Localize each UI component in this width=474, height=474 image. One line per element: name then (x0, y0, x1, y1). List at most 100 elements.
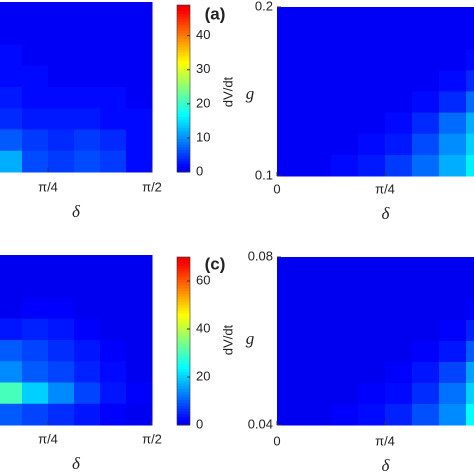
colorbar-step (177, 413, 190, 418)
heat-cell (304, 404, 332, 426)
heat-cell (331, 404, 359, 426)
heat-cell (126, 403, 153, 426)
panel (277, 257, 474, 426)
colorbar-step (177, 63, 190, 67)
heat-cell (439, 28, 467, 50)
heat-cell (100, 44, 127, 67)
heat-cell (304, 133, 332, 156)
panel-label: (a) (205, 4, 226, 23)
colorbar-step (177, 391, 190, 395)
heat-cell (331, 320, 359, 342)
heat-cell (0, 2, 23, 24)
heat-cell (412, 257, 440, 279)
colorbar-step (177, 155, 190, 159)
heat-cell (358, 49, 386, 71)
colorbar-step (177, 35, 190, 39)
colorbar-step (177, 71, 190, 76)
colorbar-step (177, 107, 190, 112)
colorbar-step (177, 77, 190, 81)
heat-cell (100, 108, 127, 130)
heat-cell (412, 133, 440, 156)
heat-cell (385, 383, 413, 405)
colorbar-step (177, 352, 190, 356)
heat-cell (358, 257, 386, 279)
colorbar-step (177, 43, 190, 48)
heat-cell (48, 87, 75, 109)
heat-cell (304, 362, 332, 384)
heat-cell (412, 49, 440, 71)
heat-cell (22, 87, 49, 109)
heat-cell (385, 341, 413, 363)
heat-cell (439, 278, 467, 300)
y-axis-label: g (246, 329, 255, 348)
heat-cell (100, 276, 127, 298)
colorbar-step (177, 21, 190, 25)
colorbar-step (177, 74, 190, 78)
heat-cell (100, 65, 127, 88)
colorbar-step (177, 160, 190, 165)
heat-cell (412, 278, 440, 300)
heat-cell (358, 320, 386, 342)
heat-cell (466, 112, 474, 135)
heat-cell (358, 70, 386, 92)
heat-cell (48, 340, 75, 362)
heat-cell (48, 44, 75, 67)
heat-cell (48, 108, 75, 130)
colorbar-step (177, 329, 190, 334)
heat-cell (358, 341, 386, 363)
heat-cell (466, 362, 474, 384)
heat-cell (385, 91, 413, 114)
heat-cell (331, 341, 359, 363)
colorbar-step (177, 133, 190, 137)
heat-cell (331, 7, 359, 29)
colorbar-step (177, 52, 190, 56)
heat-cell (304, 341, 332, 363)
colorbar-step (177, 304, 190, 308)
colorbar-step (177, 262, 190, 266)
heat-cell (74, 382, 101, 405)
heat-cell (126, 340, 153, 362)
colorbar-step (177, 374, 190, 378)
heat-cell (385, 320, 413, 342)
heat-cell (22, 2, 49, 24)
colorbar-tick-label: 20 (196, 368, 210, 383)
colorbar-tick-label: 30 (196, 61, 210, 76)
heat-cell (126, 87, 153, 109)
heat-cell (74, 361, 101, 383)
colorbar-step (177, 69, 190, 73)
colorbar-step (177, 357, 190, 362)
heat-cell (331, 28, 359, 50)
colorbar-step (177, 276, 190, 280)
heat-cell (304, 154, 332, 177)
colorbar-step (177, 402, 190, 406)
colorbar-step (177, 30, 190, 34)
heat-cell (100, 382, 127, 405)
heat-cell (385, 7, 413, 29)
colorbar-step (177, 24, 190, 28)
heat-cell (412, 320, 440, 342)
panel (277, 7, 474, 177)
colorbar-step (177, 99, 190, 103)
y-tick-label: 0.04 (248, 416, 273, 431)
heat-cell (466, 91, 474, 114)
heat-cell (74, 150, 101, 173)
colorbar-tick-label: 40 (196, 320, 210, 335)
colorbar-step (177, 397, 190, 401)
heat-cell (74, 87, 101, 109)
colorbar-step (177, 366, 190, 370)
heat-cell (358, 7, 386, 29)
heat-cell (0, 361, 23, 383)
colorbar-step (177, 27, 190, 31)
heat-cell (48, 2, 75, 24)
heat-cell (331, 154, 359, 177)
heat-cell (100, 255, 127, 277)
heat-cell (412, 362, 440, 384)
heat-cell (304, 7, 332, 29)
heat-cell (126, 44, 153, 67)
colorbar-step (177, 169, 190, 173)
colorbar-step (177, 138, 190, 142)
heat-cell (358, 91, 386, 114)
heat-cell (277, 383, 305, 405)
heat-cell (0, 297, 23, 320)
heat-cell (74, 318, 101, 341)
